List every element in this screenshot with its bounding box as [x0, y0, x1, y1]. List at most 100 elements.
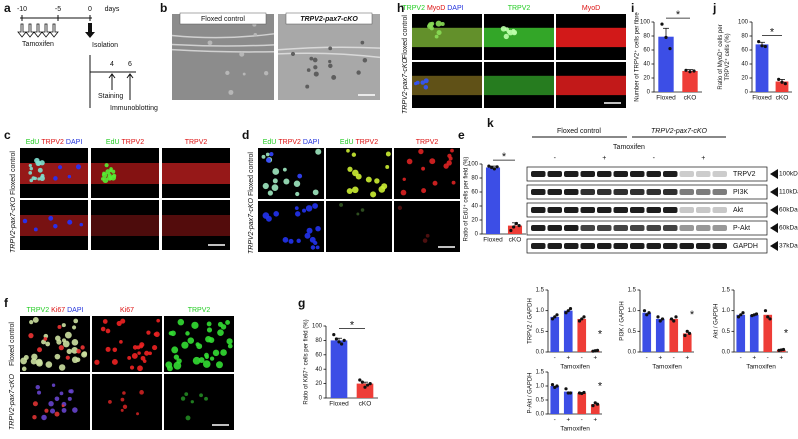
cell [385, 151, 391, 157]
size-marker [770, 205, 778, 215]
y-tick-label: 80 [315, 338, 322, 344]
row-label: TRPV2-pax7-cKO [10, 196, 17, 253]
cell [306, 68, 311, 72]
cell [67, 219, 73, 225]
panel-label: g [298, 296, 305, 310]
band [531, 189, 546, 195]
channel-header: TRPV2 [508, 5, 531, 12]
bar [356, 383, 374, 398]
cell [75, 164, 82, 170]
cell [356, 70, 361, 75]
cell [347, 166, 353, 172]
data-point [595, 402, 600, 406]
band [712, 171, 727, 177]
x-tick-label: - [646, 355, 648, 362]
data-point [736, 315, 741, 319]
channel-header: TRPV2 [185, 139, 208, 146]
band [580, 171, 595, 177]
cell [105, 346, 111, 352]
cell [195, 342, 200, 347]
data-point [688, 70, 692, 74]
significance: * [598, 328, 603, 340]
cell [180, 396, 186, 401]
isolation-arrow [85, 23, 95, 38]
cell [360, 208, 365, 212]
y-tick-label: 60 [741, 48, 748, 54]
panel-label: c [4, 128, 11, 142]
cell [36, 359, 43, 367]
data-point [647, 311, 651, 315]
cell [212, 349, 220, 357]
cell [306, 227, 313, 234]
data-point [512, 225, 516, 229]
cell [61, 407, 67, 413]
data-point [368, 382, 372, 386]
band [679, 243, 694, 249]
band [613, 189, 628, 195]
micrograph [394, 201, 460, 252]
band [531, 225, 546, 231]
cell [220, 324, 227, 330]
cell [190, 400, 194, 404]
cell [66, 348, 72, 355]
treatment-label: Tamoxifen [22, 41, 54, 48]
cell [192, 356, 201, 365]
y-tick-label: 100 [468, 162, 479, 168]
bar [550, 386, 560, 414]
treatment-level: - [554, 155, 557, 162]
cell [346, 188, 353, 194]
bar [775, 81, 789, 92]
fibre [484, 75, 554, 96]
x-tick-label: - [581, 417, 583, 424]
channel: TRPV2 [27, 307, 50, 314]
data-point [760, 44, 764, 48]
cell [310, 245, 316, 250]
y-axis-label: TRPV2⁺ cells (%) [724, 33, 731, 80]
x-tick-label: + [593, 355, 597, 362]
cell [220, 349, 227, 356]
cell [23, 355, 29, 361]
cell [107, 175, 113, 181]
panel-label: j [712, 1, 716, 15]
x-axis-label: Tamoxifen [746, 364, 776, 371]
cell [171, 346, 179, 354]
size-label: 60kDa [779, 207, 798, 214]
cell [282, 237, 289, 243]
data-point [582, 315, 586, 319]
cell [137, 365, 143, 372]
cell [293, 180, 301, 188]
bar [507, 225, 523, 234]
cell [315, 245, 320, 250]
channel: EdU [106, 139, 120, 146]
cell [28, 333, 34, 339]
cell [448, 156, 453, 161]
band [712, 207, 727, 213]
band [696, 171, 711, 177]
y-tick-label: 0.5 [536, 398, 545, 404]
cell [440, 21, 445, 27]
data-point [495, 165, 499, 169]
cell [351, 152, 357, 157]
channel: Ki67 [51, 307, 65, 314]
significance: * [770, 27, 775, 39]
bar [682, 71, 698, 92]
size-label: 37kDa [779, 243, 798, 250]
band [630, 207, 645, 213]
cell [198, 357, 205, 363]
band [613, 207, 628, 213]
row-label: TRPV2-pax7-cKO [248, 197, 255, 254]
cell [156, 318, 161, 323]
channel: DAPI [303, 139, 319, 146]
data-point [754, 312, 759, 316]
cell [421, 166, 426, 171]
channel-header: EdU TRPV2 [340, 139, 378, 146]
channel: TRPV2 [356, 139, 379, 146]
cell [226, 338, 233, 345]
cell [297, 173, 303, 179]
size-marker [770, 223, 778, 233]
cell [253, 32, 258, 37]
fibre [162, 215, 230, 236]
cell [29, 320, 34, 325]
x-tick-label: + [752, 355, 756, 362]
cell [434, 34, 439, 39]
